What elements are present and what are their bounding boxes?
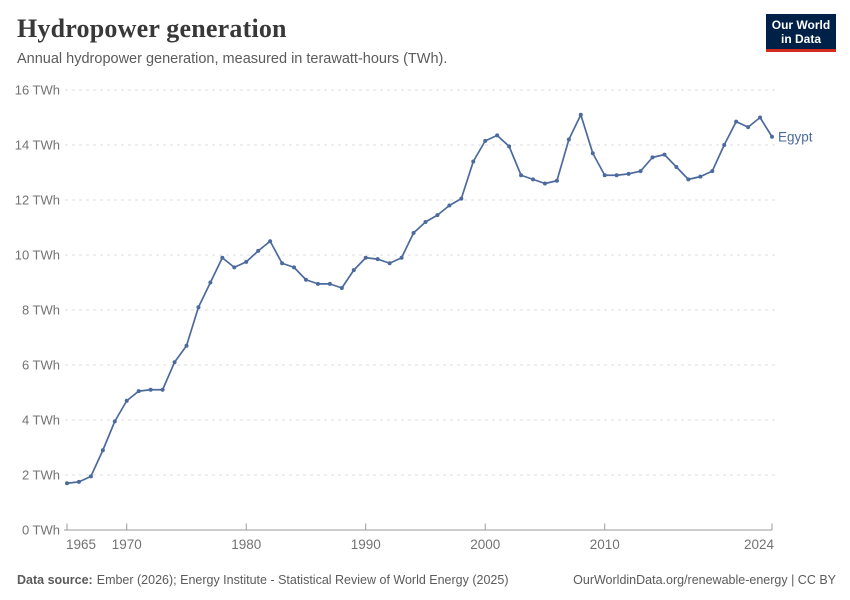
data-point[interactable] [387, 261, 392, 266]
data-point[interactable] [303, 277, 308, 282]
data-point[interactable] [698, 174, 703, 179]
line-chart-canvas[interactable]: 0 TWh 2 TWh 4 TWh 6 TWh 8 TWh 10 TWh 12 TWh 14 … [0, 80, 850, 560]
y-axis-tick-label: 0 TWh [22, 523, 60, 538]
data-point[interactable] [148, 387, 153, 392]
x-axis-tick-label: 1965 [66, 537, 96, 552]
data-point[interactable] [268, 239, 273, 244]
data-point[interactable] [447, 203, 452, 208]
x-axis-tick-label: 1970 [112, 537, 142, 552]
data-point[interactable] [76, 479, 81, 484]
data-point[interactable] [578, 112, 583, 117]
data-point[interactable] [124, 398, 129, 403]
data-point[interactable] [244, 259, 249, 264]
data-point[interactable] [770, 134, 774, 139]
data-point[interactable] [220, 255, 225, 260]
y-axis-tick-label: 2 TWh [22, 468, 60, 483]
x-axis-tick-label: 2024 [744, 537, 775, 552]
y-axis-tick-label: 10 TWh [15, 248, 60, 263]
data-point[interactable] [363, 255, 368, 260]
data-point[interactable] [614, 173, 619, 178]
data-source-text: Ember (2026); Energy Institute - Statist… [96, 573, 509, 587]
y-axis-tick-label: 16 TWh [15, 83, 60, 98]
series-entity-label[interactable]: Egypt [778, 129, 813, 144]
data-point[interactable] [590, 151, 595, 156]
owid-logo-line1: Our World [771, 18, 831, 32]
chart-subtitle: Annual hydropower generation, measured i… [17, 50, 448, 67]
data-point[interactable] [519, 173, 524, 178]
x-axis-tick-label: 1990 [351, 537, 381, 552]
data-point[interactable] [65, 481, 69, 486]
x-axis-tick-label: 1980 [231, 537, 261, 552]
data-point[interactable] [172, 360, 177, 365]
data-point[interactable] [112, 419, 117, 424]
data-point[interactable] [351, 268, 356, 273]
data-point[interactable] [208, 280, 213, 285]
data-point[interactable] [710, 169, 715, 174]
data-point[interactable] [292, 265, 297, 270]
owid-logo[interactable]: Our World in Data [766, 14, 836, 52]
data-point[interactable] [256, 248, 261, 253]
y-axis-tick-label: 14 TWh [15, 138, 60, 153]
data-point[interactable] [411, 231, 416, 235]
data-point[interactable] [507, 144, 512, 149]
data-point[interactable] [602, 173, 607, 178]
data-point[interactable] [722, 143, 727, 147]
data-point[interactable] [160, 387, 165, 392]
data-point[interactable] [542, 181, 547, 186]
data-point[interactable] [232, 265, 237, 270]
data-point[interactable] [339, 286, 344, 290]
data-point[interactable] [734, 119, 739, 124]
y-axis-tick-label: 6 TWh [22, 358, 60, 373]
data-point[interactable] [196, 305, 201, 310]
data-point[interactable] [650, 155, 655, 160]
data-point[interactable] [531, 177, 536, 182]
x-axis-tick-label: 2000 [470, 537, 500, 552]
data-point[interactable] [399, 255, 404, 260]
footer-license-link[interactable]: OurWorldinData.org/renewable-energy | CC… [573, 573, 836, 587]
data-point[interactable] [136, 389, 141, 394]
x-axis-tick-label: 2010 [590, 537, 620, 552]
data-point[interactable] [746, 125, 751, 130]
data-point[interactable] [554, 178, 559, 183]
data-point[interactable] [184, 343, 189, 348]
data-point[interactable] [674, 165, 679, 169]
data-source-label: Data source: [17, 573, 93, 587]
data-point[interactable] [566, 137, 571, 142]
chart-title: Hydropower generation [17, 14, 287, 43]
data-point[interactable] [280, 261, 285, 266]
data-point[interactable] [662, 152, 667, 157]
data-point[interactable] [686, 177, 691, 182]
data-point[interactable] [375, 257, 380, 262]
data-point[interactable] [638, 169, 643, 174]
y-axis-tick-label: 4 TWh [22, 413, 60, 428]
data-point[interactable] [495, 133, 500, 138]
data-point[interactable] [88, 474, 93, 479]
owid-logo-line2: in Data [780, 32, 821, 46]
data-point[interactable] [315, 281, 320, 286]
data-point[interactable] [100, 448, 105, 453]
data-point[interactable] [435, 213, 440, 218]
data-point[interactable] [626, 171, 631, 176]
y-axis-tick-label: 12 TWh [15, 193, 60, 208]
y-axis-tick-label: 8 TWh [22, 303, 60, 318]
data-point[interactable] [459, 196, 464, 201]
data-point[interactable] [483, 138, 488, 143]
data-source-note: Data source: Ember (2026); Energy Institu… [17, 573, 508, 587]
data-point[interactable] [423, 220, 428, 224]
data-point[interactable] [758, 115, 763, 120]
data-point[interactable] [327, 281, 332, 286]
series-line[interactable] [66, 113, 773, 485]
data-point[interactable] [471, 159, 476, 164]
